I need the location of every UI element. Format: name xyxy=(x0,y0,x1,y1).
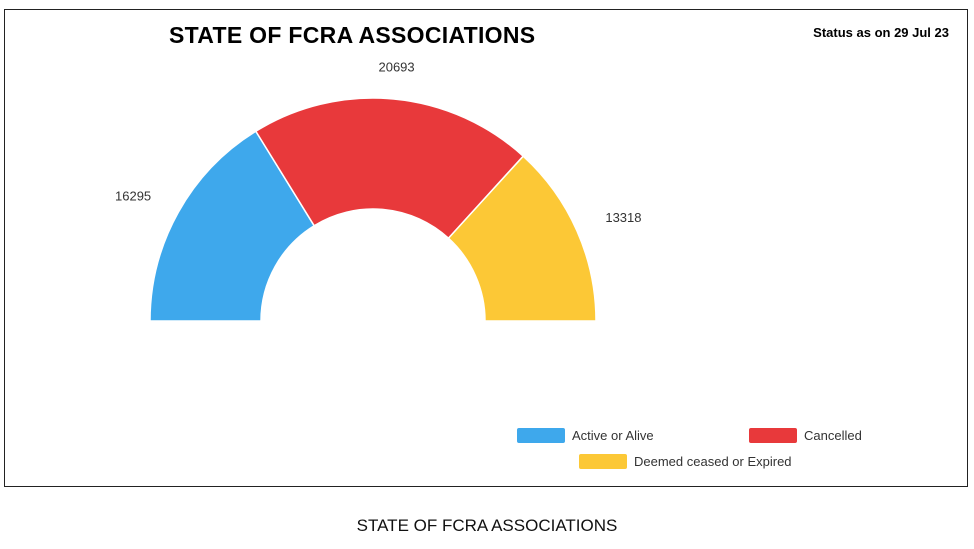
data-label-deemed-ceased: 13318 xyxy=(605,210,641,225)
slice-active[interactable] xyxy=(149,130,315,322)
figure-caption: STATE OF FCRA ASSOCIATIONS xyxy=(356,516,618,535)
legend-item-active[interactable]: Active or Alive xyxy=(517,426,654,444)
legend-swatch-deemed-ceased xyxy=(579,453,627,469)
slice-cancelled[interactable] xyxy=(255,97,524,239)
slice-deemed-ceased[interactable] xyxy=(447,155,597,322)
legend-label-deemed-ceased: Deemed ceased or Expired xyxy=(634,453,792,469)
data-label-cancelled: 20693 xyxy=(378,60,414,75)
chart-frame: STATE OF FCRA ASSOCIATIONS Status as on … xyxy=(4,9,968,487)
legend-swatch-active xyxy=(517,427,565,443)
legend-item-deemed-ceased[interactable]: Deemed ceased or Expired xyxy=(579,452,792,470)
legend-item-cancelled[interactable]: Cancelled xyxy=(749,426,862,444)
gauge-chart: 16295 20693 13318 xyxy=(115,60,642,322)
chart-title: STATE OF FCRA ASSOCIATIONS xyxy=(169,22,536,48)
data-label-active: 16295 xyxy=(115,189,151,204)
legend-label-active: Active or Alive xyxy=(572,427,654,443)
status-date: Status as on 29 Jul 23 xyxy=(813,25,949,40)
legend-label-cancelled: Cancelled xyxy=(804,427,862,443)
legend-swatch-cancelled xyxy=(749,427,797,443)
